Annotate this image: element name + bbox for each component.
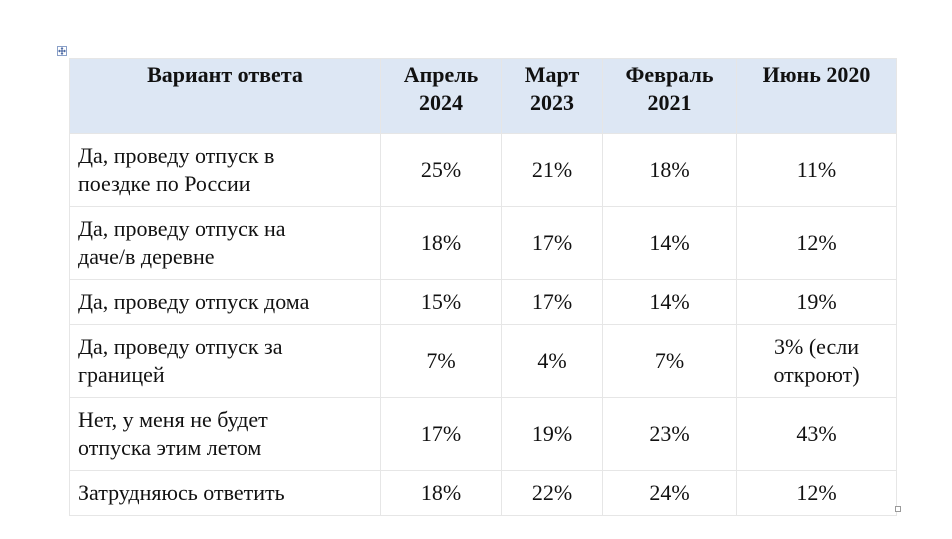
cell-february-2021: 7% [602,324,737,398]
table-resize-handle[interactable] [895,506,901,512]
table-row: Нет, у меня не будет отпуска этим летом 17… [69,397,897,471]
cell-march-2023: 22% [501,470,603,516]
row-label: Да, проведу отпуск на даче/в деревне [69,206,381,280]
table-move-handle[interactable] [57,46,67,56]
row-label: Да, проведу отпуск за границей [69,324,381,398]
header-april-2024: Апрель 2024 [380,58,502,134]
header-answer-option: Вариант ответа [69,58,381,134]
cell-april-2024: 15% [380,279,502,325]
cell-june-2020: 12% [736,206,897,280]
cell-march-2023: 19% [501,397,603,471]
cell-june-2020: 12% [736,470,897,516]
row-label: Да, проведу отпуск дома [69,279,381,325]
header-february-2021: Февраль 2021 [602,58,737,134]
table-row: Да, проведу отпуск дома 15% 17% 14% 19% [69,279,897,325]
cell-february-2021: 23% [602,397,737,471]
cell-april-2024: 25% [380,133,502,207]
row-label: Затрудняюсь ответить [69,470,381,516]
cell-june-2020: 43% [736,397,897,471]
table-row: Да, проведу отпуск за границей 7% 4% 7% 3% (е… [69,324,897,398]
cell-march-2023: 17% [501,206,603,280]
table-row: Да, проведу отпуск в поездке по России 25%… [69,133,897,207]
cell-march-2023: 4% [501,324,603,398]
move-arrows-icon [58,47,66,55]
table-header-row: Вариант ответа Апрель 2024 Март 2023 Фев… [69,58,897,134]
cell-february-2021: 14% [602,279,737,325]
cell-april-2024: 18% [380,470,502,516]
header-june-2020: Июнь 2020 [736,58,897,134]
row-label: Да, проведу отпуск в поездке по России [69,133,381,207]
row-label: Нет, у меня не будет отпуска этим летом [69,397,381,471]
cell-june-2020: 3% (если откроют) [736,324,897,398]
cell-june-2020: 19% [736,279,897,325]
cell-april-2024: 7% [380,324,502,398]
cell-march-2023: 17% [501,279,603,325]
cell-february-2021: 14% [602,206,737,280]
header-march-2023: Март 2023 [501,58,603,134]
cell-march-2023: 21% [501,133,603,207]
table-row: Да, проведу отпуск на даче/в деревне 18% 17… [69,206,897,280]
cell-february-2021: 24% [602,470,737,516]
cell-february-2021: 18% [602,133,737,207]
cell-april-2024: 18% [380,206,502,280]
survey-table: Вариант ответа Апрель 2024 Март 2023 Фев… [69,58,897,516]
cell-june-2020: 11% [736,133,897,207]
table-row: Затрудняюсь ответить 18% 22% 24% 12% [69,470,897,516]
cell-april-2024: 17% [380,397,502,471]
